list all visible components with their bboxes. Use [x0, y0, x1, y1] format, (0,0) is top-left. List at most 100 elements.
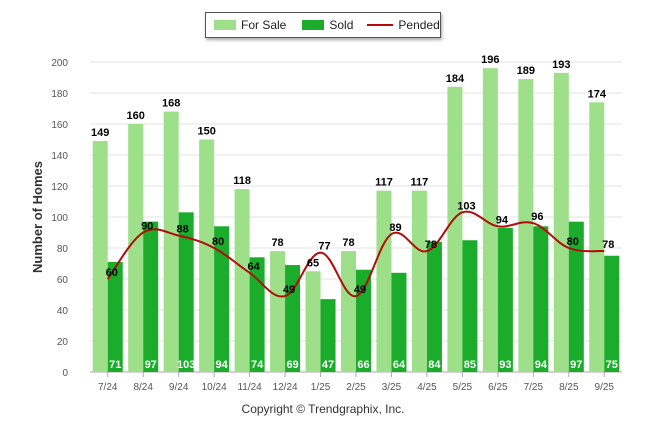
- y-tick-label: 200: [51, 58, 68, 69]
- label-for-sale: 149: [91, 127, 109, 139]
- bar-sold: [178, 212, 194, 372]
- x-tick-label: 3/25: [382, 382, 402, 393]
- bar-sold: [497, 227, 513, 372]
- x-tick-label: 10/24: [202, 382, 227, 393]
- bar-for-sale: [553, 72, 569, 372]
- x-tick-label: 9/25: [595, 382, 615, 393]
- legend-swatch-sold: [302, 20, 325, 30]
- x-tick-label: 7/24: [98, 382, 118, 393]
- x-tick-label: 6/25: [488, 382, 508, 393]
- label-for-sale: 160: [127, 110, 145, 122]
- bar-sold: [285, 265, 301, 372]
- label-sold: 97: [570, 359, 582, 371]
- label-pended: 49: [354, 284, 366, 296]
- bar-sold: [356, 269, 371, 372]
- label-sold: 71: [109, 359, 121, 371]
- bar-for-sale: [92, 141, 108, 372]
- label-for-sale: 117: [375, 177, 393, 189]
- label-pended: 80: [567, 236, 579, 248]
- bar-sold: [426, 241, 442, 372]
- bar-for-sale: [270, 251, 286, 372]
- bar-for-sale: [341, 251, 356, 372]
- bar-for-sale: [128, 124, 144, 372]
- legend-label-pended: Pended: [398, 18, 440, 32]
- bar-for-sale: [518, 79, 534, 373]
- x-tick-label: 12/24: [273, 382, 298, 393]
- label-pended: 96: [531, 211, 543, 223]
- bar-sold: [107, 261, 123, 372]
- bar-sold: [533, 226, 549, 372]
- bar-for-sale: [376, 190, 392, 372]
- bar-for-sale: [305, 271, 321, 372]
- bar-for-sale: [234, 189, 250, 372]
- label-for-sale: 118: [233, 175, 251, 187]
- label-sold: 64: [393, 359, 406, 371]
- label-for-sale: 78: [271, 237, 283, 249]
- label-sold: 69: [286, 359, 298, 371]
- legend: For Sale Sold Pended: [205, 12, 441, 38]
- label-sold: 94: [216, 359, 229, 371]
- label-for-sale: 174: [588, 88, 607, 100]
- bar-sold: [604, 255, 620, 372]
- y-tick-label: 60: [57, 275, 69, 286]
- label-sold: 66: [357, 359, 369, 371]
- bar-sold: [249, 257, 265, 372]
- label-pended: 49: [283, 284, 295, 296]
- label-sold: 97: [145, 359, 157, 371]
- copyright: Copyright © Trendgraphix, Inc.: [241, 402, 405, 416]
- label-for-sale: 150: [197, 126, 215, 138]
- bar-for-sale: [447, 86, 463, 373]
- label-pended: 64: [247, 261, 260, 273]
- y-axis-title: Number of Homes: [30, 161, 45, 273]
- label-pended: 103: [457, 200, 475, 212]
- x-tick-label: 9/24: [169, 382, 189, 393]
- legend-item-sold[interactable]: Sold: [302, 18, 353, 32]
- label-pended: 77: [318, 241, 330, 253]
- legend-line-pended: [367, 24, 394, 26]
- bar-for-sale: [199, 139, 215, 372]
- label-pended: 89: [389, 222, 401, 234]
- x-tick-label: 5/25: [453, 382, 473, 393]
- legend-label-for-sale: For Sale: [241, 18, 287, 32]
- label-for-sale: 193: [552, 59, 570, 71]
- label-pended: 94: [496, 214, 509, 226]
- x-tick-label: 2/25: [346, 382, 366, 393]
- label-sold: 85: [464, 359, 476, 371]
- label-sold: 93: [499, 359, 511, 371]
- label-sold: 47: [322, 359, 334, 371]
- bar-sold: [143, 221, 159, 372]
- label-pended: 80: [212, 236, 224, 248]
- bar-for-sale: [163, 111, 179, 372]
- y-tick-label: 180: [51, 89, 68, 100]
- legend-swatch-for-sale: [214, 20, 236, 30]
- label-for-sale: 196: [481, 54, 499, 66]
- y-tick-label: 80: [57, 244, 69, 255]
- legend-item-pended[interactable]: Pended: [367, 18, 440, 32]
- y-tick-label: 140: [51, 151, 68, 162]
- label-sold: 75: [606, 359, 618, 371]
- bar-sold: [391, 272, 407, 372]
- label-for-sale: 78: [342, 237, 354, 249]
- x-tick-label: 8/25: [559, 382, 579, 393]
- x-tick-label: 1/25: [311, 382, 331, 393]
- bar-for-sale: [589, 102, 605, 373]
- label-sold: 94: [535, 359, 548, 371]
- bar-for-sale: [411, 190, 427, 372]
- label-for-sale: 189: [517, 65, 535, 77]
- x-tick-label: 7/25: [524, 382, 544, 393]
- x-tick-label: 8/24: [133, 382, 153, 393]
- label-pended: 90: [141, 221, 153, 233]
- label-sold: 74: [251, 359, 264, 371]
- label-pended: 88: [177, 224, 189, 236]
- label-for-sale: 184: [446, 73, 465, 85]
- label-for-sale: 117: [411, 177, 429, 189]
- label-pended: 78: [425, 239, 437, 251]
- y-tick-label: 120: [51, 182, 68, 193]
- label-sold: 103: [177, 359, 195, 371]
- legend-item-for-sale[interactable]: For Sale: [214, 18, 286, 32]
- label-pended: 60: [106, 267, 118, 279]
- bar-sold: [462, 240, 478, 372]
- line-pended: [106, 210, 605, 298]
- y-tick-label: 20: [57, 337, 69, 348]
